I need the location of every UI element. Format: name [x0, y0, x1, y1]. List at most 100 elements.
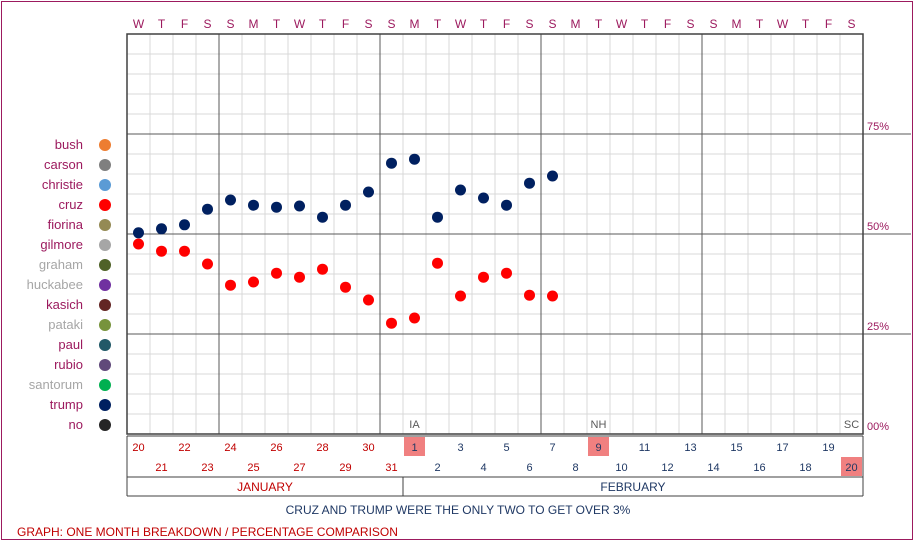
legend-item-santorum: santorum	[0, 375, 115, 395]
date-label: 15	[730, 442, 742, 454]
legend-label: graham	[38, 257, 83, 272]
date-label: 4	[480, 462, 486, 474]
date-label: 12	[661, 462, 673, 474]
legend-label: santorum	[28, 377, 83, 392]
weekday-label: F	[181, 17, 188, 31]
cruz-point	[386, 317, 397, 329]
legend-swatch	[99, 399, 111, 411]
cruz-point	[547, 290, 558, 302]
legend-item-graham: graham	[0, 255, 115, 275]
date-label: 1	[411, 442, 417, 454]
trump-point	[432, 211, 443, 223]
trump-point	[501, 199, 512, 211]
legend-item-pataki: pataki	[0, 315, 115, 335]
date-label: 21	[155, 462, 167, 474]
date-label: 5	[503, 442, 509, 454]
legend-swatch	[99, 239, 111, 251]
date-label: 28	[316, 442, 328, 454]
date-label: 16	[753, 462, 765, 474]
date-label: 17	[776, 442, 788, 454]
legend-item-gilmore: gilmore	[0, 235, 115, 255]
date-label: 30	[362, 442, 374, 454]
legend-label: huckabee	[26, 277, 83, 292]
event-label: NH	[591, 419, 607, 431]
weekday-label: F	[664, 17, 671, 31]
cruz-point	[455, 290, 466, 302]
legend-swatch	[99, 139, 111, 151]
date-label: 24	[224, 442, 236, 454]
trump-point	[133, 227, 144, 239]
cruz-point	[271, 267, 282, 279]
weekday-label: F	[503, 17, 510, 31]
legend-label: pataki	[48, 317, 83, 332]
legend-swatch	[99, 419, 111, 431]
legend-item-fiorina: fiorina	[0, 215, 115, 235]
y-tick-label: 00%	[867, 421, 889, 433]
grid	[126, 33, 911, 435]
legend-swatch	[99, 279, 111, 291]
series-points	[133, 153, 558, 329]
date-label: 14	[707, 462, 719, 474]
date-label: 26	[270, 442, 282, 454]
weekday-label: T	[434, 17, 442, 31]
weekday-label: M	[249, 17, 259, 31]
cruz-point	[248, 276, 259, 288]
legend-label: kasich	[46, 297, 83, 312]
date-label: 18	[799, 462, 811, 474]
cruz-point	[501, 267, 512, 279]
legend-item-rubio: rubio	[0, 355, 115, 375]
date-label: 27	[293, 462, 305, 474]
legend-item-christie: christie	[0, 175, 115, 195]
weekday-label: W	[294, 17, 306, 31]
cruz-point	[133, 238, 144, 250]
date-strip: 2021222324252627282930311234567891011121…	[126, 435, 864, 497]
weekday-label: W	[455, 17, 467, 31]
legend-label: cruz	[58, 197, 83, 212]
weekday-label: T	[756, 17, 764, 31]
weekday-label: S	[226, 17, 234, 31]
weekday-label: S	[387, 17, 395, 31]
legend-item-cruz: cruz	[0, 195, 115, 215]
weekday-label: M	[571, 17, 581, 31]
trump-point	[179, 219, 190, 231]
cruz-point	[409, 312, 420, 324]
date-label: 7	[549, 442, 555, 454]
legend-item-bush: bush	[0, 135, 115, 155]
cruz-point	[156, 245, 167, 257]
legend-swatch	[99, 179, 111, 191]
legend-item-huckabee: huckabee	[0, 275, 115, 295]
date-highlight	[841, 457, 862, 476]
legend-label: rubio	[54, 357, 83, 372]
plot-border	[126, 33, 864, 435]
date-label: 3	[457, 442, 463, 454]
legend-label: no	[68, 417, 83, 432]
weekday-label: W	[133, 17, 145, 31]
legend-label: trump	[49, 397, 83, 412]
date-label: 23	[201, 462, 213, 474]
chart-caption: CRUZ AND TRUMP WERE THE ONLY TWO TO GET …	[285, 503, 631, 517]
date-label: 9	[595, 442, 601, 454]
legend-swatch	[99, 359, 111, 371]
weekday-label: W	[616, 17, 628, 31]
legend-swatch	[99, 339, 111, 351]
weekday-label: F	[825, 17, 832, 31]
date-label: 10	[615, 462, 627, 474]
weekday-label: S	[847, 17, 855, 31]
weekday-label: S	[203, 17, 211, 31]
legend-swatch	[99, 319, 111, 331]
weekday-label: T	[319, 17, 327, 31]
weekday-label: M	[732, 17, 742, 31]
month-label: FEBRUARY	[600, 480, 665, 494]
event-label: SC	[844, 419, 859, 431]
weekday-label: S	[525, 17, 533, 31]
trump-point	[478, 192, 489, 204]
trump-point	[524, 177, 535, 189]
trump-point	[225, 194, 236, 206]
cruz-point	[363, 294, 374, 306]
trump-point	[317, 211, 328, 223]
trump-point	[156, 223, 167, 235]
cruz-point	[294, 271, 305, 283]
legend-swatch	[99, 219, 111, 231]
cruz-point	[478, 271, 489, 283]
